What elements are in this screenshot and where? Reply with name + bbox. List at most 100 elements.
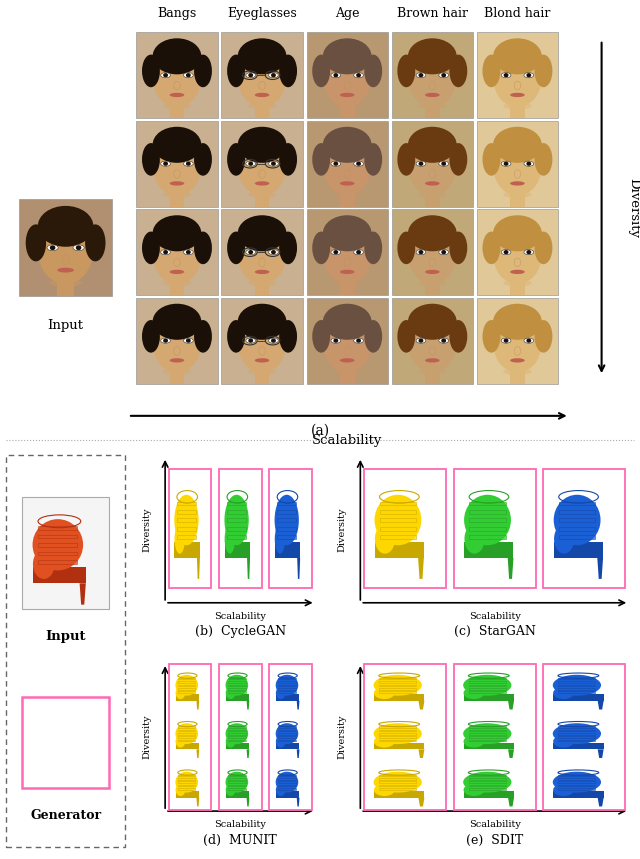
Ellipse shape	[276, 735, 285, 747]
Ellipse shape	[526, 250, 531, 254]
Ellipse shape	[425, 93, 440, 97]
Bar	[278, 789, 296, 790]
Ellipse shape	[439, 161, 449, 167]
Ellipse shape	[255, 358, 269, 362]
Polygon shape	[246, 749, 250, 758]
Bar	[269, 665, 312, 810]
Bar	[307, 33, 388, 119]
Ellipse shape	[463, 675, 511, 696]
Bar	[221, 210, 303, 295]
Ellipse shape	[333, 280, 362, 287]
Polygon shape	[508, 701, 514, 710]
Text: Diversity: Diversity	[337, 715, 346, 759]
Ellipse shape	[49, 279, 82, 287]
Polygon shape	[297, 557, 300, 579]
Bar	[226, 694, 250, 701]
Bar	[425, 371, 440, 384]
Ellipse shape	[237, 127, 287, 163]
Text: Scalability: Scalability	[468, 820, 521, 829]
Ellipse shape	[331, 161, 340, 167]
Text: (d)  MUNIT: (d) MUNIT	[204, 833, 277, 846]
Polygon shape	[297, 701, 300, 710]
Ellipse shape	[333, 73, 339, 77]
Bar	[169, 469, 211, 588]
Bar	[558, 733, 595, 734]
Ellipse shape	[175, 723, 198, 744]
Ellipse shape	[312, 55, 330, 88]
Bar	[470, 527, 506, 531]
Ellipse shape	[494, 320, 541, 373]
Bar	[477, 121, 558, 207]
Ellipse shape	[493, 39, 542, 75]
Bar	[558, 688, 595, 690]
Bar	[277, 519, 296, 522]
Text: Diversity: Diversity	[337, 508, 346, 552]
Ellipse shape	[465, 524, 484, 554]
Text: (c)  StarGAN: (c) StarGAN	[454, 625, 536, 638]
Polygon shape	[598, 701, 604, 710]
Bar	[178, 726, 195, 728]
Ellipse shape	[276, 723, 298, 744]
Bar	[392, 33, 473, 119]
Bar	[278, 691, 296, 693]
Bar	[269, 469, 312, 588]
Bar	[340, 283, 355, 295]
Polygon shape	[297, 749, 300, 758]
Bar	[33, 567, 86, 583]
Ellipse shape	[501, 161, 511, 167]
Bar	[392, 210, 473, 295]
Bar	[374, 743, 424, 749]
Bar	[558, 785, 595, 787]
Ellipse shape	[364, 232, 382, 265]
Ellipse shape	[331, 338, 340, 344]
Ellipse shape	[483, 232, 500, 265]
Ellipse shape	[255, 270, 269, 274]
Ellipse shape	[248, 369, 276, 375]
Ellipse shape	[47, 245, 58, 251]
Bar	[477, 298, 558, 384]
Ellipse shape	[175, 687, 186, 699]
Ellipse shape	[62, 254, 69, 265]
Bar	[276, 791, 300, 798]
Ellipse shape	[239, 143, 285, 196]
Ellipse shape	[374, 735, 395, 747]
Text: (e)  SDIT: (e) SDIT	[466, 833, 524, 846]
Ellipse shape	[170, 358, 184, 362]
Ellipse shape	[161, 250, 170, 255]
Ellipse shape	[504, 338, 509, 343]
Bar	[463, 743, 514, 749]
Ellipse shape	[340, 358, 355, 362]
Bar	[255, 283, 269, 295]
Ellipse shape	[463, 687, 484, 699]
Ellipse shape	[269, 161, 278, 167]
Bar	[379, 729, 416, 731]
Ellipse shape	[364, 320, 382, 353]
Ellipse shape	[356, 161, 361, 166]
Bar	[228, 685, 246, 686]
Ellipse shape	[374, 723, 422, 744]
Bar	[228, 726, 246, 728]
Ellipse shape	[419, 338, 424, 343]
Ellipse shape	[255, 93, 269, 97]
Polygon shape	[508, 798, 514, 807]
Polygon shape	[419, 701, 424, 710]
Bar	[543, 665, 625, 810]
Text: Eyeglasses: Eyeglasses	[227, 7, 297, 20]
Ellipse shape	[312, 143, 330, 176]
Ellipse shape	[408, 39, 457, 75]
Ellipse shape	[152, 127, 202, 163]
Bar	[170, 283, 184, 295]
Bar	[177, 510, 196, 514]
Ellipse shape	[163, 369, 191, 375]
Bar	[278, 729, 296, 731]
Ellipse shape	[425, 181, 440, 186]
Ellipse shape	[259, 347, 266, 356]
Ellipse shape	[57, 268, 74, 272]
Ellipse shape	[356, 73, 361, 77]
Bar	[380, 527, 416, 531]
Ellipse shape	[255, 181, 269, 186]
Ellipse shape	[194, 143, 212, 176]
Ellipse shape	[323, 127, 372, 163]
Ellipse shape	[344, 82, 351, 90]
Bar	[225, 542, 250, 557]
